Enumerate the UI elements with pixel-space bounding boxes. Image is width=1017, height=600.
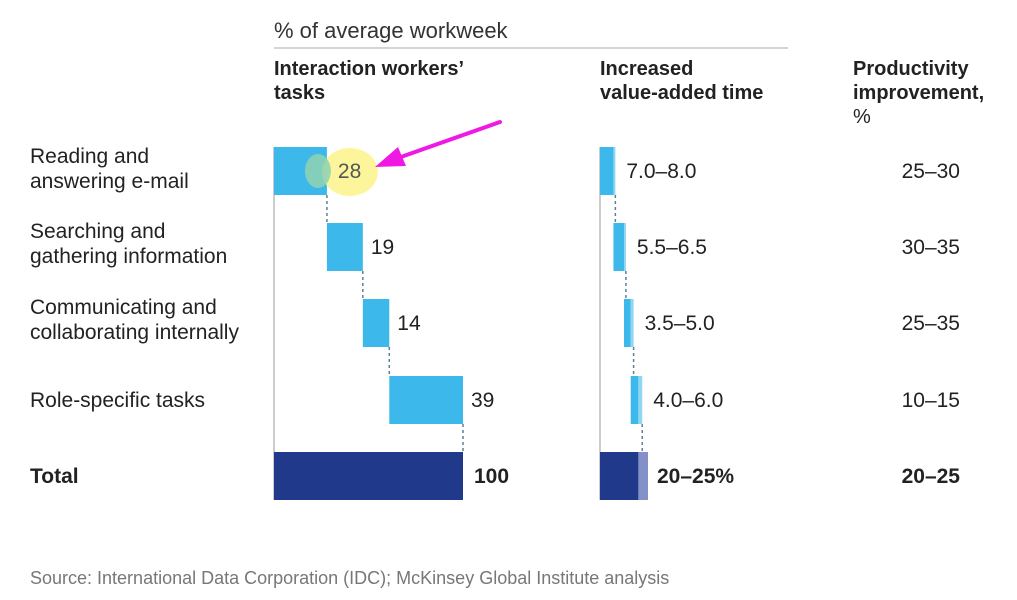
productivity-value-3: 10–15 (902, 389, 960, 412)
row-label-role-specific: Role-specific tasks (30, 388, 205, 413)
row-label-total: Total (30, 464, 79, 489)
value-added-bar-4 (600, 452, 639, 500)
value-added-bar-range-0 (613, 147, 616, 195)
tasks-value-label-3: 39 (471, 389, 494, 412)
value-added-label-1: 5.5–6.5 (637, 236, 707, 259)
header-value-added-line-1: Increased (600, 58, 694, 80)
header-productivity-line-2: improvement, (853, 82, 985, 104)
tasks-value-label-0: 28 (338, 160, 361, 183)
tasks-bar-4 (274, 452, 463, 500)
row-label-communicating-line-2: collaborating internally (30, 321, 239, 344)
header-productivity: Productivity improvement, % (853, 57, 984, 129)
tasks-value-label-4: 100 (474, 465, 509, 488)
header-value-added-line-2: value-added time (600, 82, 764, 104)
annotation-arrow-shaft (396, 120, 502, 160)
header-productivity-line-1: Productivity (853, 58, 969, 80)
row-label-searching: Searching and gathering information (30, 219, 227, 269)
source-note: Source: International Data Corporation (… (30, 568, 670, 588)
row-label-email-line-1: Reading and (30, 145, 150, 168)
highlight-blob (321, 148, 378, 196)
row-label-email-line-2: answering e-mail (30, 170, 189, 193)
value-added-label-4: 20–25% (657, 465, 734, 488)
header-productivity-unit: % (853, 106, 871, 128)
productivity-value-1: 30–35 (902, 236, 960, 259)
value-added-bar-3 (630, 376, 639, 424)
value-added-bar-0 (600, 147, 614, 195)
unit-label: % of average workweek (274, 18, 508, 43)
productivity-value-2: 25–35 (902, 312, 960, 335)
value-added-bar-2 (624, 299, 631, 347)
value-added-bar-range-4 (638, 452, 648, 500)
row-label-email: Reading and answering e-mail (30, 144, 189, 194)
row-label-searching-line-2: gathering information (30, 245, 228, 268)
row-label-communicating: Communicating and collaborating internal… (30, 295, 239, 345)
tasks-bar-2 (362, 299, 390, 347)
header-value-added: Increased value-added time (600, 57, 763, 105)
header-tasks-line-1: Interaction workers’ (274, 58, 465, 80)
highlight-overlap (304, 154, 331, 188)
value-added-bar-range-2 (630, 299, 634, 347)
header-tasks-line-2: tasks (274, 82, 326, 104)
tasks-bar-3 (389, 376, 463, 424)
tasks-value-label-1: 19 (371, 236, 394, 259)
row-label-searching-line-1: Searching and (30, 220, 166, 243)
tasks-value-label-2: 14 (397, 312, 421, 335)
header-tasks: Interaction workers’ tasks (274, 57, 464, 105)
row-label-total-line-1: Total (30, 465, 79, 488)
value-added-bar-range-3 (638, 376, 643, 424)
productivity-value-0: 25–30 (902, 160, 960, 183)
value-added-bar-1 (613, 223, 624, 271)
value-added-bar-range-1 (624, 223, 626, 271)
tasks-bar-1 (326, 223, 363, 271)
value-added-label-2: 3.5–5.0 (645, 312, 715, 335)
row-label-role-specific-line-1: Role-specific tasks (30, 389, 206, 412)
annotation-arrow-head (375, 147, 406, 167)
row-label-communicating-line-1: Communicating and (30, 296, 217, 319)
value-added-label-3: 4.0–6.0 (653, 389, 723, 412)
value-added-label-0: 7.0–8.0 (626, 160, 696, 183)
productivity-value-4: 20–25 (902, 465, 961, 488)
